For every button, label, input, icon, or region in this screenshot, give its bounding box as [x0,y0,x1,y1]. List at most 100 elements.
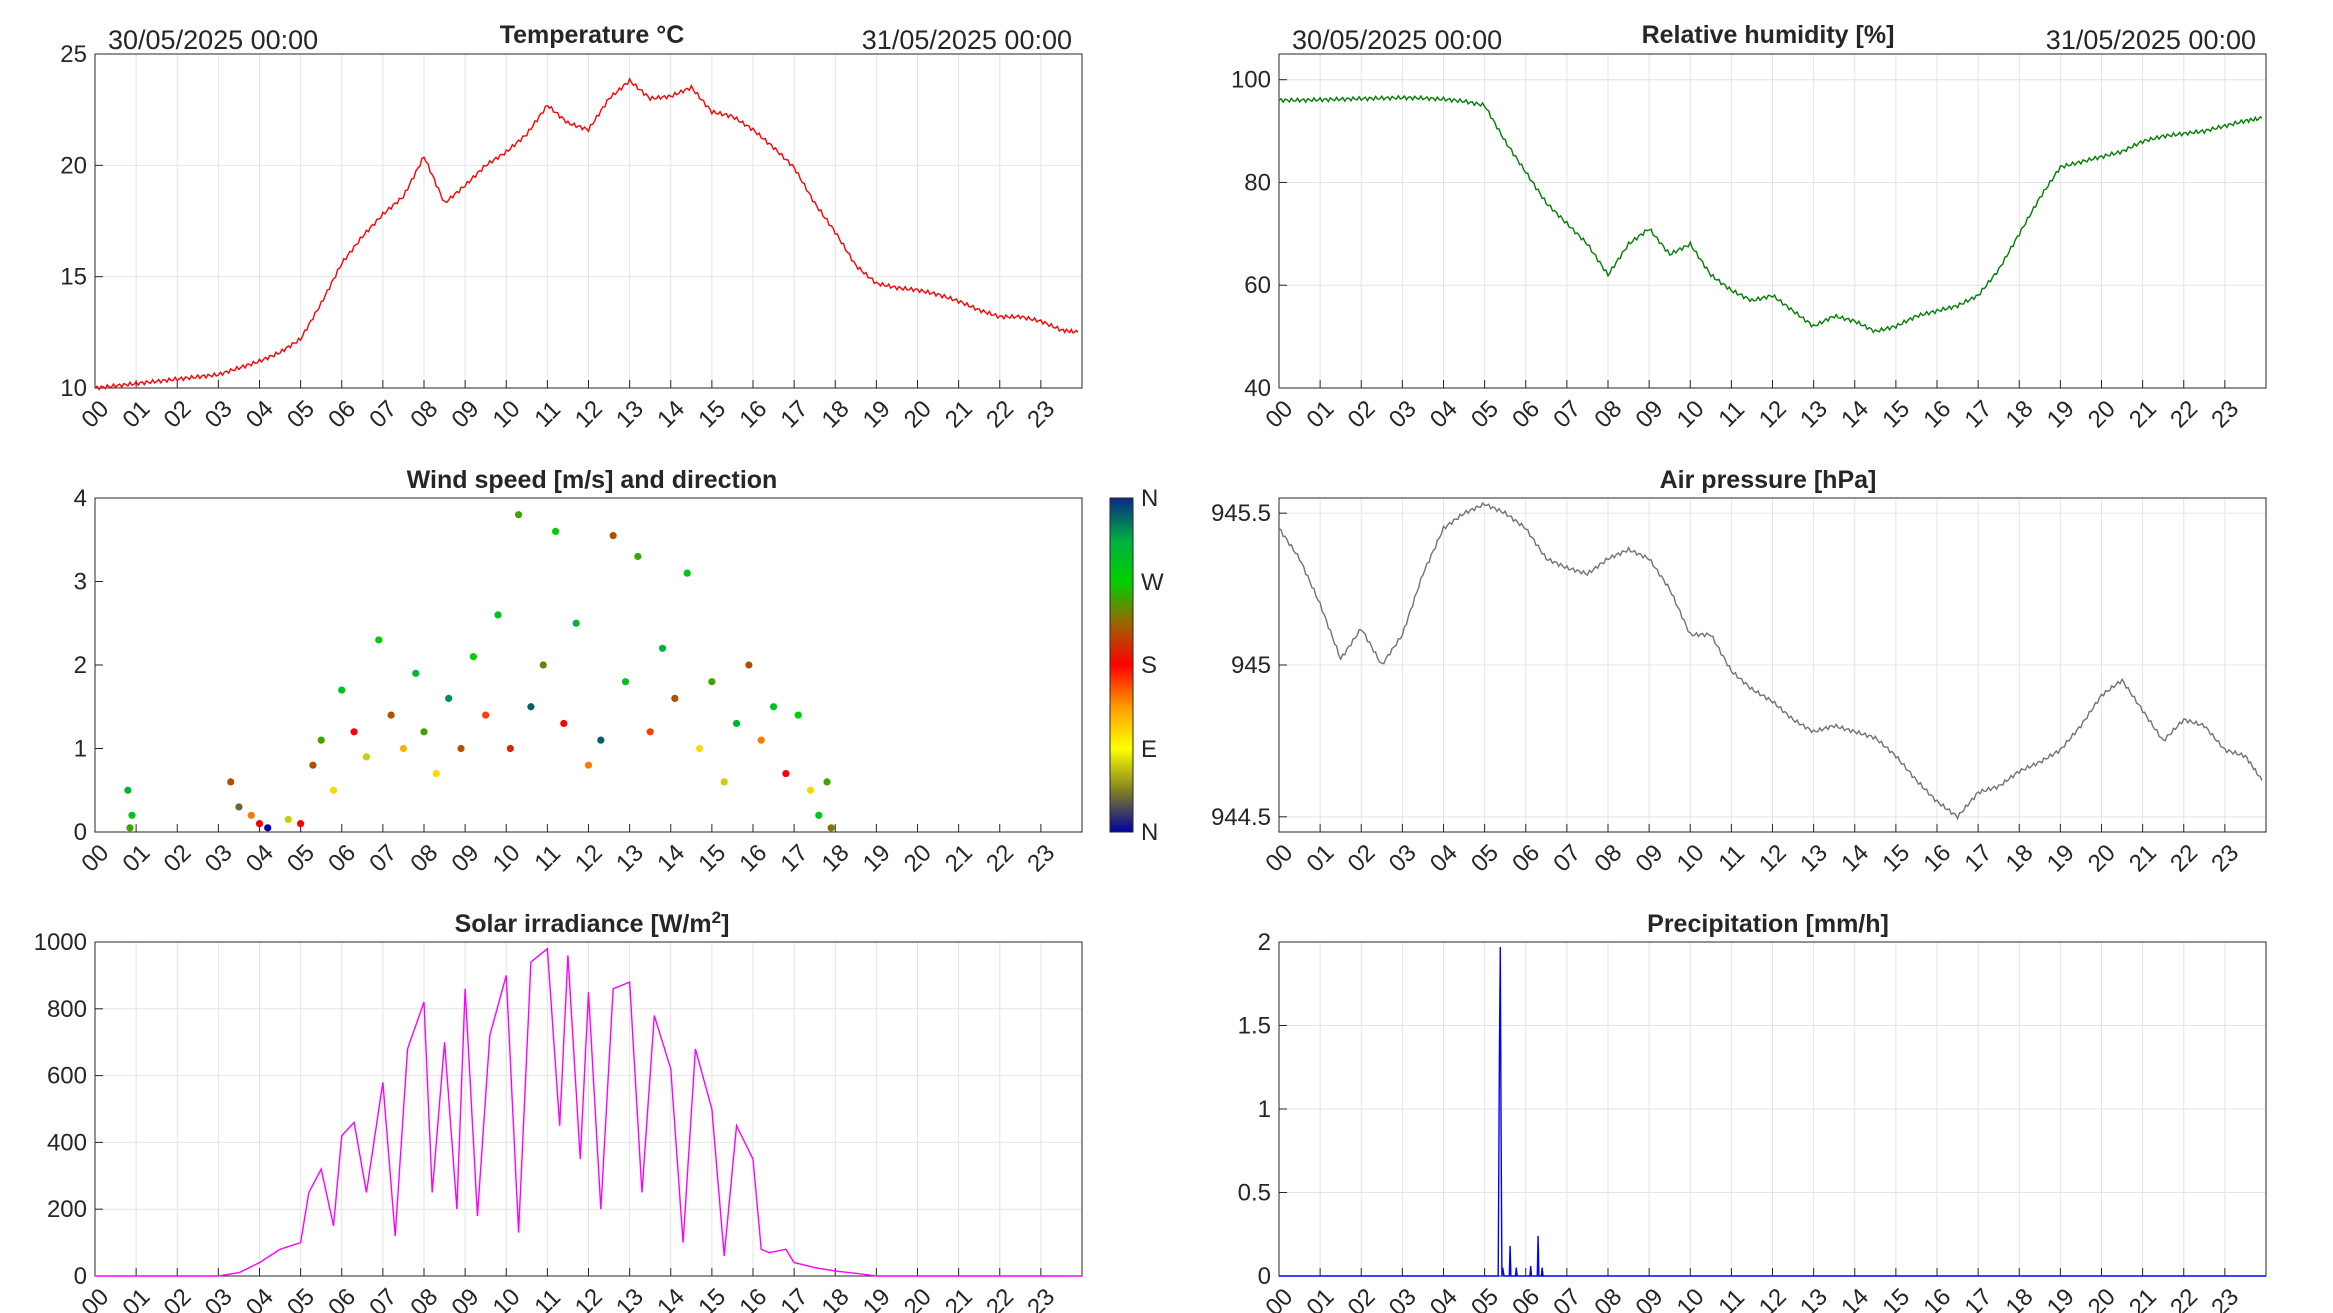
temperature-xtick-label: 20 [899,395,937,433]
solar-ytick-label: 200 [47,1196,87,1223]
wind-xtick-label: 12 [570,839,608,877]
pressure-xtick-label: 21 [2124,839,2162,877]
solar-ytick-label: 0 [74,1263,87,1290]
pressure-xtick-label: 01 [1301,839,1339,877]
humidity-xtick-label: 10 [1672,395,1710,433]
solar-panel: 00 01 02 03 04 05 06 07 08 09 10 11 12 13 14 15 16 17 18 19… [34,929,1083,1313]
colorbar-label-w: W [1141,569,1164,596]
humidity-date-start: 30/05/2025 00:00 [1292,25,1502,55]
precip-panel: 00 01 02 03 04 05 06 07 08 09 10 11 12 13 14 15 16 17 18 19… [1238,929,2267,1313]
wind-point [420,728,428,736]
solar-xtick-label: 15 [693,1283,731,1313]
wind-point [560,719,568,728]
wind-ytick-label: 4 [74,485,87,512]
humidity-xtick-label: 07 [1548,395,1586,433]
pressure-xtick-label: 04 [1425,839,1463,877]
precip-xtick-label: 22 [2165,1283,2203,1313]
pressure-xtick-label: 23 [2206,839,2244,877]
temperature-xtick-label: 12 [570,395,608,433]
pressure-xtick-label: 14 [1836,839,1874,877]
precip-xtick-label: 16 [1918,1283,1956,1313]
wind-point [720,778,728,786]
wind-panel: 00 01 02 03 04 05 06 07 08 09 10 11 12 13 14 15 16 17 18 19… [74,485,1083,877]
temperature-xtick-label: 22 [981,395,1019,433]
pressure-xtick-label: 18 [2001,839,2039,877]
temperature-xtick-label: 14 [652,395,690,433]
humidity-xtick-label: 11 [1713,396,1750,433]
solar-xtick-label: 23 [1022,1283,1060,1313]
temperature-ytick-label: 10 [60,375,87,402]
precip-xtick-label: 02 [1343,1283,1381,1313]
wind-xtick-label: 14 [652,839,690,877]
wind-xtick-label: 08 [405,839,443,877]
wind-point [338,686,346,694]
humidity-xtick-label: 23 [2206,395,2244,433]
temperature-xtick-label: 04 [241,395,279,433]
humidity-xtick-label: 17 [1959,395,1997,433]
humidity-xtick-label: 22 [2165,395,2203,433]
precip-xtick-label: 08 [1589,1283,1627,1313]
pressure-xtick-label: 20 [2083,839,2121,877]
colorbar-label-n-bottom: N [1141,819,1158,846]
precip-xtick-label: 04 [1425,1283,1463,1313]
temperature-ytick-label: 25 [60,41,87,68]
temperature-xtick-label: 15 [693,395,731,433]
humidity-xtick-label: 18 [2001,395,2039,433]
wind-point [284,815,292,824]
temperature-xtick-label: 11 [529,396,566,433]
solar-xtick-label: 20 [899,1283,937,1313]
wind-point [823,778,831,786]
precip-series-line [1279,946,2266,1277]
precip-xtick-label: 15 [1877,1283,1915,1313]
precip-xtick-label: 01 [1301,1283,1339,1313]
precip-ytick-label: 0.5 [1238,1180,1271,1207]
pressure-xtick-label: 09 [1630,839,1668,877]
temperature-date-end: 31/05/2025 00:00 [862,25,1072,55]
wind-point [227,778,235,786]
colorbar-label-e: E [1141,736,1157,763]
precip-xtick-label: 11 [1713,1284,1750,1313]
humidity-ytick-label: 40 [1244,375,1271,402]
pressure-xtick-label: 11 [1713,840,1750,877]
wind-point [432,769,440,778]
precip-xtick-label: 12 [1754,1283,1792,1313]
temperature-xtick-label: 17 [775,395,813,433]
pressure-panel: 00 01 02 03 04 05 06 07 08 09 10 11 12 13 14 15 16 17 18 19… [1211,497,2267,877]
pressure-ytick-label: 945.5 [1211,500,1271,527]
temperature-xtick-label: 09 [446,395,484,433]
wind-point [782,769,790,778]
wind-point [658,644,667,652]
pressure-title: Air pressure [hPa] [1660,466,1877,494]
solar-ytick-label: 1000 [34,929,87,956]
pressure-xtick-label: 00 [1260,839,1298,877]
humidity-ytick-label: 100 [1231,67,1271,94]
wind-xtick-label: 22 [981,839,1019,877]
humidity-series-line [1278,94,2263,334]
wind-point [126,824,134,832]
wind-point [457,744,465,753]
humidity-xtick-label: 03 [1384,395,1422,433]
temperature-title: Temperature °C [500,21,685,49]
humidity-panel: 00 01 02 03 04 05 06 07 08 09 10 11 12 13 14 15 16 17 18 19… [1231,53,2267,433]
wind-ytick-label: 3 [74,569,87,596]
pressure-xtick-label: 10 [1672,839,1710,877]
temperature-xtick-label: 18 [817,395,855,433]
wind-point [646,728,654,736]
wind-axes [94,497,1083,833]
wind-xtick-label: 03 [200,839,238,877]
solar-title: Solar irradiance [W/m2] [455,908,730,939]
wind-xtick-label: 09 [446,839,484,877]
temperature-xtick-label: 19 [858,395,896,433]
wind-point [609,531,617,540]
wind-xtick-label: 07 [364,839,402,877]
wind-point [539,661,547,669]
wind-point [572,619,580,627]
humidity-ytick-label: 60 [1244,272,1271,299]
wind-xtick-label: 06 [323,839,361,877]
precip-xtick-label: 10 [1672,1283,1710,1313]
humidity-xtick-label: 20 [2083,395,2121,433]
wind-point [412,669,420,677]
temperature-xtick-label: 01 [117,395,155,433]
wind-point [827,824,835,832]
wind-point [732,719,741,728]
